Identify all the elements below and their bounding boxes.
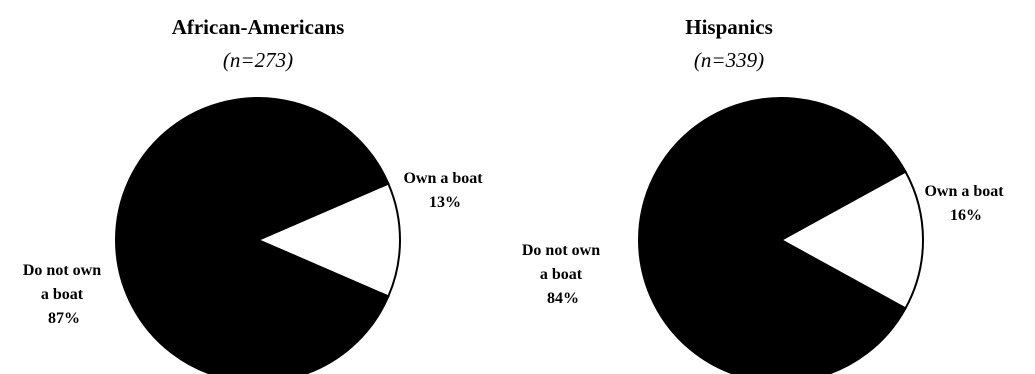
pie-slices — [115, 97, 402, 374]
slice-label-do-not-own-a-boat: Do not own a boat 87% — [23, 262, 105, 327]
chart-title: Hispanics — [685, 15, 773, 39]
chart-subtitle: (n=339) — [694, 48, 764, 72]
slice-own-a-boat — [778, 170, 924, 310]
slice-own-a-boat — [255, 182, 402, 298]
slice-label-own-a-boat: Own a boat 13% — [403, 170, 486, 211]
pie-slices — [638, 97, 924, 374]
pie-chart-african-americans: African-Americans (n=273) Own a boat 13%… — [23, 15, 486, 374]
pie-chart-hispanics: Hispanics (n=339) Own a boat 16% Do not … — [522, 15, 1007, 374]
slice-do-not-own-a-boat — [638, 97, 907, 374]
slice-label-do-not-own-a-boat: Do not own a boat 84% — [522, 242, 604, 307]
slice-label-own-a-boat: Own a boat 16% — [924, 183, 1007, 224]
chart-subtitle: (n=273) — [223, 48, 293, 72]
chart-title: African-Americans — [172, 15, 345, 39]
